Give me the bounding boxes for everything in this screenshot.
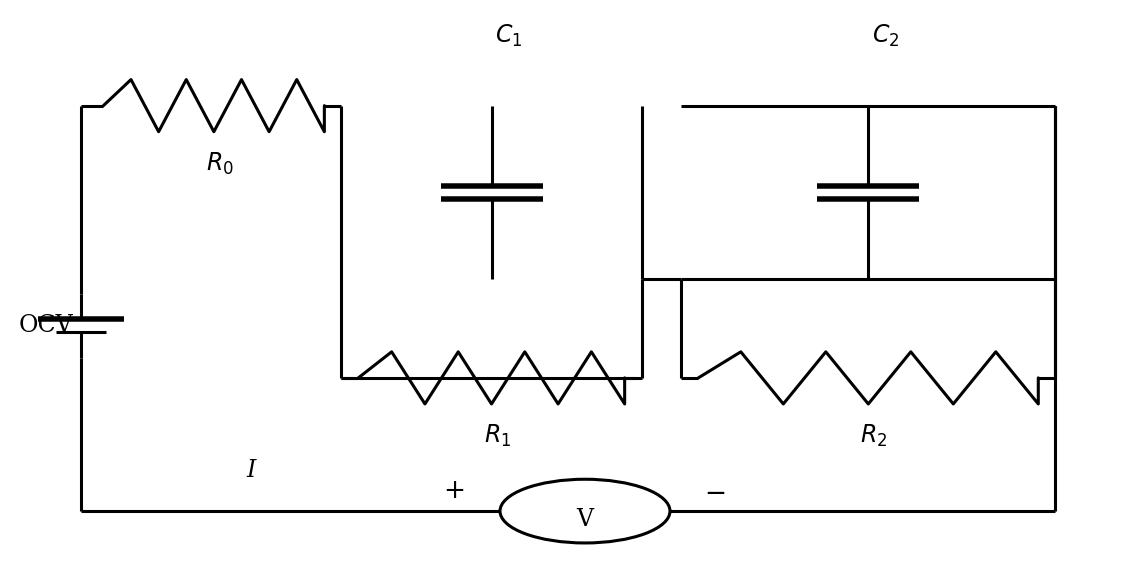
Text: $C_2$: $C_2$: [871, 23, 899, 49]
Text: −: −: [704, 481, 726, 507]
Text: $R_2$: $R_2$: [860, 423, 887, 449]
Text: $R_0$: $R_0$: [206, 151, 234, 177]
Text: I: I: [247, 459, 256, 482]
Text: $R_1$: $R_1$: [484, 423, 511, 449]
Text: $C_1$: $C_1$: [495, 23, 523, 49]
Text: OCV: OCV: [18, 314, 73, 337]
Text: +: +: [444, 478, 466, 504]
Text: V: V: [576, 508, 593, 531]
